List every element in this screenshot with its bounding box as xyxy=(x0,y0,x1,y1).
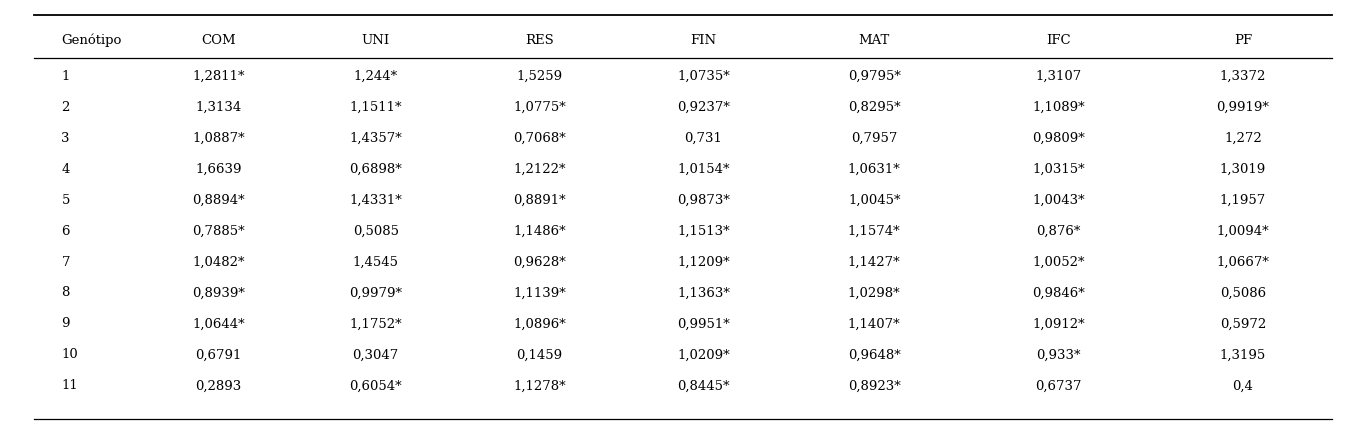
Text: 1,1513*: 1,1513* xyxy=(678,225,729,238)
Text: 0,3047: 0,3047 xyxy=(352,348,399,361)
Text: 0,9951*: 0,9951* xyxy=(678,317,729,330)
Text: 1,1278*: 1,1278* xyxy=(514,379,566,392)
Text: 0,9648*: 0,9648* xyxy=(848,348,900,361)
Text: 0,9628*: 0,9628* xyxy=(514,255,566,269)
Text: 1,1486*: 1,1486* xyxy=(514,225,566,238)
Text: 0,9846*: 0,9846* xyxy=(1033,286,1085,300)
Text: 1,0043*: 1,0043* xyxy=(1033,194,1085,207)
Text: 1,3372: 1,3372 xyxy=(1220,70,1266,83)
Text: 1,2811*: 1,2811* xyxy=(193,70,245,83)
Text: 1,3195: 1,3195 xyxy=(1220,348,1266,361)
Text: 1,0887*: 1,0887* xyxy=(193,132,245,145)
Text: UNI: UNI xyxy=(362,34,389,47)
Text: 1,1407*: 1,1407* xyxy=(848,317,900,330)
Text: 1,1574*: 1,1574* xyxy=(848,225,900,238)
Text: 1,0735*: 1,0735* xyxy=(678,70,729,83)
Text: 0,4: 0,4 xyxy=(1232,379,1254,392)
Text: 7: 7 xyxy=(61,255,70,269)
Text: 4: 4 xyxy=(61,163,70,176)
Text: 10: 10 xyxy=(61,348,78,361)
Text: 1,3107: 1,3107 xyxy=(1035,70,1082,83)
Text: 1,0667*: 1,0667* xyxy=(1217,255,1269,269)
Text: 1,4331*: 1,4331* xyxy=(350,194,402,207)
Text: 0,8445*: 0,8445* xyxy=(678,379,729,392)
Text: Genótipo: Genótipo xyxy=(61,34,122,47)
Text: FIN: FIN xyxy=(690,34,717,47)
Text: 1,1139*: 1,1139* xyxy=(514,286,566,300)
Text: 1,0482*: 1,0482* xyxy=(193,255,245,269)
Text: 1,244*: 1,244* xyxy=(354,70,398,83)
Text: 0,2893: 0,2893 xyxy=(195,379,242,392)
Text: 0,731: 0,731 xyxy=(684,132,723,145)
Text: 1,0775*: 1,0775* xyxy=(514,101,566,114)
Text: 0,9809*: 0,9809* xyxy=(1033,132,1085,145)
Text: 1,1363*: 1,1363* xyxy=(678,286,729,300)
Text: 1,0094*: 1,0094* xyxy=(1217,225,1269,238)
Text: 0,8923*: 0,8923* xyxy=(848,379,900,392)
Text: 1,272: 1,272 xyxy=(1224,132,1262,145)
Text: 1,1511*: 1,1511* xyxy=(350,101,402,114)
Text: RES: RES xyxy=(525,34,555,47)
Text: 1,2122*: 1,2122* xyxy=(514,163,566,176)
Text: 1,0045*: 1,0045* xyxy=(848,194,900,207)
Text: 1,0052*: 1,0052* xyxy=(1033,255,1085,269)
Text: 0,5086: 0,5086 xyxy=(1220,286,1266,300)
Text: 1,0298*: 1,0298* xyxy=(848,286,900,300)
Text: 1,4545: 1,4545 xyxy=(352,255,399,269)
Text: 6: 6 xyxy=(61,225,70,238)
Text: 0,6054*: 0,6054* xyxy=(350,379,402,392)
Text: 3: 3 xyxy=(61,132,70,145)
Text: 9: 9 xyxy=(61,317,70,330)
Text: 0,876*: 0,876* xyxy=(1037,225,1081,238)
Text: 1,1957: 1,1957 xyxy=(1220,194,1266,207)
Text: 0,6898*: 0,6898* xyxy=(350,163,402,176)
Text: 0,7957: 0,7957 xyxy=(851,132,897,145)
Text: IFC: IFC xyxy=(1046,34,1071,47)
Text: 5: 5 xyxy=(61,194,70,207)
Text: 1,5259: 1,5259 xyxy=(516,70,563,83)
Text: 1,4357*: 1,4357* xyxy=(350,132,402,145)
Text: 0,8894*: 0,8894* xyxy=(193,194,245,207)
Text: 1,1752*: 1,1752* xyxy=(350,317,402,330)
Text: 8: 8 xyxy=(61,286,70,300)
Text: 0,9919*: 0,9919* xyxy=(1217,101,1269,114)
Text: COM: COM xyxy=(201,34,236,47)
Text: PF: PF xyxy=(1233,34,1253,47)
Text: 0,9237*: 0,9237* xyxy=(678,101,729,114)
Text: 0,7068*: 0,7068* xyxy=(514,132,566,145)
Text: 0,1459: 0,1459 xyxy=(516,348,563,361)
Text: 0,9795*: 0,9795* xyxy=(848,70,900,83)
Text: 1: 1 xyxy=(61,70,70,83)
Text: 1,0644*: 1,0644* xyxy=(193,317,245,330)
Text: 1,0209*: 1,0209* xyxy=(678,348,729,361)
Text: 1,0315*: 1,0315* xyxy=(1033,163,1085,176)
Text: 1,0912*: 1,0912* xyxy=(1033,317,1085,330)
Text: 1,0631*: 1,0631* xyxy=(848,163,900,176)
Text: 0,5085: 0,5085 xyxy=(352,225,399,238)
Text: 1,1427*: 1,1427* xyxy=(848,255,900,269)
Text: 1,1089*: 1,1089* xyxy=(1033,101,1085,114)
Text: 0,5972: 0,5972 xyxy=(1220,317,1266,330)
Text: 0,8891*: 0,8891* xyxy=(514,194,566,207)
Text: 0,9979*: 0,9979* xyxy=(350,286,402,300)
Text: 0,8295*: 0,8295* xyxy=(848,101,900,114)
Text: 1,3019: 1,3019 xyxy=(1220,163,1266,176)
Text: 0,933*: 0,933* xyxy=(1037,348,1081,361)
Text: 1,1209*: 1,1209* xyxy=(678,255,729,269)
Text: 1,6639: 1,6639 xyxy=(195,163,242,176)
Text: 1,0154*: 1,0154* xyxy=(678,163,729,176)
Text: 0,6791: 0,6791 xyxy=(195,348,242,361)
Text: 11: 11 xyxy=(61,379,78,392)
Text: 0,9873*: 0,9873* xyxy=(678,194,729,207)
Text: 0,8939*: 0,8939* xyxy=(193,286,245,300)
Text: 1,3134: 1,3134 xyxy=(195,101,242,114)
Text: 1,0896*: 1,0896* xyxy=(514,317,566,330)
Text: 0,6737: 0,6737 xyxy=(1035,379,1082,392)
Text: 2: 2 xyxy=(61,101,70,114)
Text: 0,7885*: 0,7885* xyxy=(193,225,245,238)
Text: MAT: MAT xyxy=(859,34,889,47)
